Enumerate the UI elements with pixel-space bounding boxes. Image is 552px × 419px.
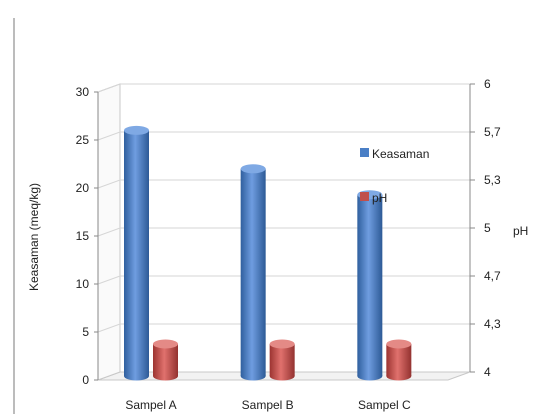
y2-tick-label: 6 <box>484 77 491 91</box>
y2-tick-label: 5 <box>484 221 491 235</box>
bar-ph-top <box>386 339 412 349</box>
bar-keasaman-top <box>240 164 266 174</box>
bar-ph-body <box>153 344 178 376</box>
y2-tick-label: 4 <box>484 365 491 379</box>
gridline <box>97 179 470 189</box>
y2-tick-label: 5,3 <box>484 173 501 187</box>
bar-ph-body <box>386 344 412 376</box>
y2-axis-title: pH <box>513 224 528 238</box>
bar-keasaman-body <box>240 168 266 376</box>
y2-tick-label: 4,7 <box>484 269 501 283</box>
bar-ph-top <box>269 339 295 349</box>
gridline <box>97 227 470 237</box>
x-tick-label: Sampel C <box>358 398 411 412</box>
legend-swatch <box>360 148 369 157</box>
x-tick-label: Sampel A <box>125 398 176 412</box>
y-tick-label: 5 <box>82 325 89 339</box>
bar-ph <box>153 339 178 381</box>
y-axis-title: Keasaman (meq/kg) <box>27 183 41 291</box>
bar-keasaman-base <box>240 371 266 381</box>
bar-keasaman-body <box>124 130 149 376</box>
y-tick-label: 20 <box>76 181 90 195</box>
y-tick-label: 10 <box>76 277 90 291</box>
bar-ph <box>386 339 412 381</box>
gridline <box>97 131 470 141</box>
bar-ph-body <box>269 344 295 376</box>
bar-keasaman-base <box>124 371 149 381</box>
bar-keasaman <box>240 164 266 381</box>
legend-label: Keasaman <box>372 147 429 161</box>
gridline <box>97 323 470 333</box>
bar-keasaman-base <box>357 371 383 381</box>
y2-tick-label: 5,7 <box>484 125 501 139</box>
bar-keasaman <box>124 125 149 381</box>
bar-keasaman <box>357 190 383 381</box>
bar-ph-base <box>386 371 412 381</box>
bar-ph-top <box>153 339 178 349</box>
y-tick-label: 25 <box>76 133 90 147</box>
y2-tick-label: 4,3 <box>484 317 501 331</box>
y-tick-label: 30 <box>76 85 90 99</box>
bar-ph <box>269 339 295 381</box>
bar-keasaman-body <box>357 194 383 376</box>
x-tick-label: Sampel B <box>242 398 294 412</box>
gridline <box>97 83 470 93</box>
y-tick-label: 0 <box>82 373 89 387</box>
bar-ph-base <box>153 371 178 381</box>
bar-keasaman-top <box>124 125 149 135</box>
bar-ph-base <box>269 371 295 381</box>
y-tick-label: 15 <box>76 229 90 243</box>
gridline <box>97 275 470 285</box>
legend-label: pH <box>372 191 387 205</box>
legend-swatch <box>360 192 369 201</box>
